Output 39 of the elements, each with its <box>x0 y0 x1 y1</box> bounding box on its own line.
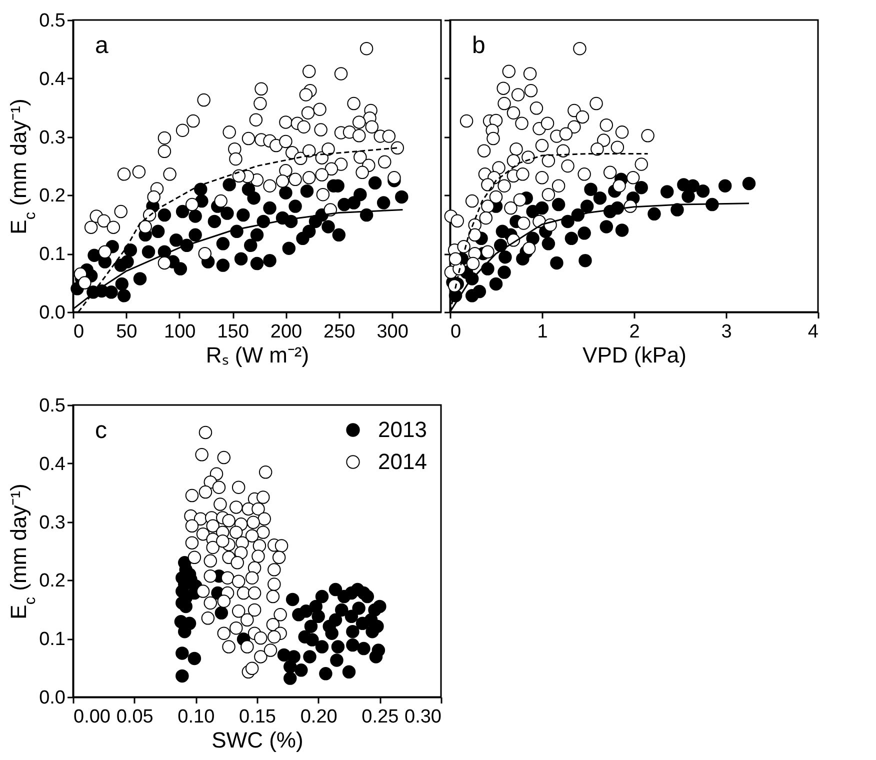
x-tick-label: 150 <box>217 322 249 342</box>
y-tick-label: 0.0 <box>39 302 66 324</box>
annotation: b <box>472 32 486 59</box>
x-tick-label: 0.20 <box>300 706 338 728</box>
x-tick-label: 300 <box>376 322 408 342</box>
y-tick-label: 0.2 <box>39 186 66 207</box>
x-tick-label: 1 <box>537 322 548 342</box>
x-axis-title: Rₛ (W m⁻²) <box>206 342 310 368</box>
x-tick-label: 0.10 <box>178 706 215 728</box>
y-tick-label: 0.5 <box>39 396 66 416</box>
y-tick-label: 0.4 <box>39 454 66 475</box>
y-tick-label: 0.1 <box>39 629 66 650</box>
x-tick-label: 4 <box>808 322 819 342</box>
legend-label: 2014 <box>378 449 427 474</box>
x-tick-label: 2 <box>629 322 640 342</box>
annotation: c <box>95 417 107 444</box>
x-axis-title: SWC (%) <box>212 728 304 752</box>
x-tick-label: 250 <box>324 322 356 342</box>
x-tick-label: 0.25 <box>362 706 399 728</box>
y-tick-label: 0.2 <box>39 570 66 592</box>
x-tick-label: 0.30 <box>404 706 442 728</box>
x-tick-label: 0.00 <box>74 706 110 728</box>
y-tick-label: 0.4 <box>39 68 66 90</box>
x-tick-label: 50 <box>116 322 138 342</box>
x-tick-label: 3 <box>721 322 732 342</box>
x-tick-label: 0 <box>450 322 462 342</box>
x-axis-title: VPD (kPa) <box>582 342 686 368</box>
x-tick-label: 0 <box>74 322 84 342</box>
y-tick-label: 0.3 <box>39 127 66 148</box>
y-tick-label: 0.1 <box>39 244 66 266</box>
x-tick-label: 100 <box>164 322 196 342</box>
x-tick-label: 200 <box>270 322 302 342</box>
y-tick-label: 0.5 <box>39 10 66 32</box>
y-tick-label: 0.0 <box>39 688 66 708</box>
y-tick-label: 0.3 <box>39 512 66 534</box>
x-tick-label: 0.15 <box>239 706 276 728</box>
annotation: a <box>95 32 109 59</box>
x-tick-label: 0.05 <box>116 706 154 728</box>
legend-label: 2013 <box>378 417 427 442</box>
